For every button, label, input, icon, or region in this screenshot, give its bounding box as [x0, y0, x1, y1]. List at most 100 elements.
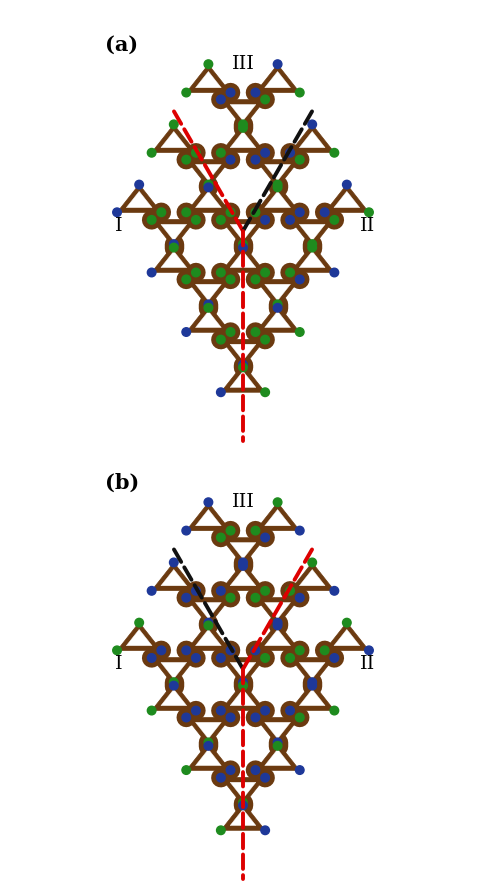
- Polygon shape: [230, 251, 256, 267]
- Circle shape: [273, 303, 282, 312]
- Polygon shape: [334, 629, 360, 645]
- Circle shape: [204, 60, 213, 69]
- Polygon shape: [334, 191, 360, 207]
- Circle shape: [330, 148, 339, 157]
- Circle shape: [308, 678, 316, 687]
- Circle shape: [191, 148, 200, 157]
- Circle shape: [295, 89, 304, 97]
- Circle shape: [295, 208, 304, 216]
- Circle shape: [204, 621, 213, 629]
- Polygon shape: [230, 105, 256, 121]
- Circle shape: [191, 654, 200, 662]
- Circle shape: [217, 388, 225, 397]
- Circle shape: [251, 89, 260, 97]
- Polygon shape: [265, 749, 291, 765]
- Circle shape: [251, 527, 260, 535]
- Circle shape: [204, 619, 213, 627]
- Circle shape: [330, 586, 339, 595]
- Circle shape: [147, 215, 156, 224]
- Circle shape: [286, 654, 295, 662]
- Circle shape: [147, 148, 156, 157]
- Polygon shape: [230, 344, 256, 360]
- Polygon shape: [230, 662, 256, 679]
- Circle shape: [170, 558, 178, 567]
- Circle shape: [182, 89, 191, 97]
- Polygon shape: [117, 622, 161, 651]
- Polygon shape: [265, 284, 291, 300]
- Polygon shape: [195, 749, 221, 765]
- Circle shape: [261, 533, 269, 542]
- Circle shape: [330, 706, 339, 715]
- Circle shape: [204, 303, 213, 312]
- Circle shape: [343, 181, 351, 189]
- Text: (a): (a): [104, 35, 138, 55]
- Polygon shape: [290, 658, 334, 686]
- Polygon shape: [299, 224, 325, 240]
- Text: I: I: [115, 655, 122, 673]
- Polygon shape: [230, 371, 256, 387]
- Polygon shape: [195, 72, 221, 88]
- Polygon shape: [265, 510, 291, 526]
- Polygon shape: [256, 304, 300, 333]
- Circle shape: [286, 268, 295, 277]
- Polygon shape: [256, 718, 300, 746]
- Circle shape: [217, 706, 225, 715]
- Circle shape: [295, 275, 304, 283]
- Circle shape: [217, 215, 225, 224]
- Polygon shape: [152, 220, 196, 248]
- Polygon shape: [186, 718, 230, 746]
- Polygon shape: [299, 569, 325, 586]
- Circle shape: [157, 646, 166, 654]
- Circle shape: [261, 148, 269, 157]
- Circle shape: [308, 243, 316, 252]
- Circle shape: [273, 300, 282, 308]
- Circle shape: [157, 208, 166, 216]
- Polygon shape: [195, 191, 221, 207]
- Circle shape: [217, 268, 225, 277]
- Circle shape: [261, 215, 269, 224]
- Circle shape: [147, 268, 156, 277]
- Polygon shape: [265, 164, 291, 181]
- Circle shape: [147, 654, 156, 662]
- Circle shape: [170, 120, 178, 129]
- Circle shape: [135, 181, 143, 189]
- Text: I: I: [115, 217, 122, 235]
- Polygon shape: [256, 64, 300, 93]
- Circle shape: [295, 713, 304, 721]
- Polygon shape: [265, 72, 291, 88]
- Polygon shape: [152, 682, 196, 711]
- Circle shape: [261, 586, 269, 595]
- Circle shape: [135, 619, 143, 627]
- Circle shape: [320, 208, 329, 216]
- Circle shape: [226, 527, 235, 535]
- Polygon shape: [195, 603, 221, 619]
- Circle shape: [191, 215, 200, 224]
- Text: II: II: [360, 217, 375, 235]
- Circle shape: [204, 741, 213, 750]
- Circle shape: [226, 156, 235, 164]
- Polygon shape: [152, 124, 196, 153]
- Polygon shape: [186, 598, 230, 626]
- Polygon shape: [186, 742, 230, 771]
- Polygon shape: [256, 280, 300, 308]
- Circle shape: [286, 215, 295, 224]
- Circle shape: [182, 156, 191, 164]
- Polygon shape: [299, 689, 325, 705]
- Circle shape: [273, 741, 282, 750]
- Circle shape: [239, 801, 247, 810]
- Circle shape: [147, 586, 156, 595]
- Polygon shape: [221, 244, 265, 273]
- Polygon shape: [161, 131, 187, 148]
- Polygon shape: [186, 304, 230, 333]
- Polygon shape: [161, 251, 187, 267]
- Circle shape: [308, 240, 316, 249]
- Circle shape: [286, 706, 295, 715]
- Polygon shape: [325, 184, 369, 213]
- Circle shape: [251, 713, 260, 721]
- Circle shape: [330, 654, 339, 662]
- Polygon shape: [230, 131, 256, 148]
- Polygon shape: [299, 131, 325, 148]
- Polygon shape: [230, 809, 256, 825]
- Polygon shape: [221, 537, 265, 566]
- Circle shape: [226, 766, 235, 774]
